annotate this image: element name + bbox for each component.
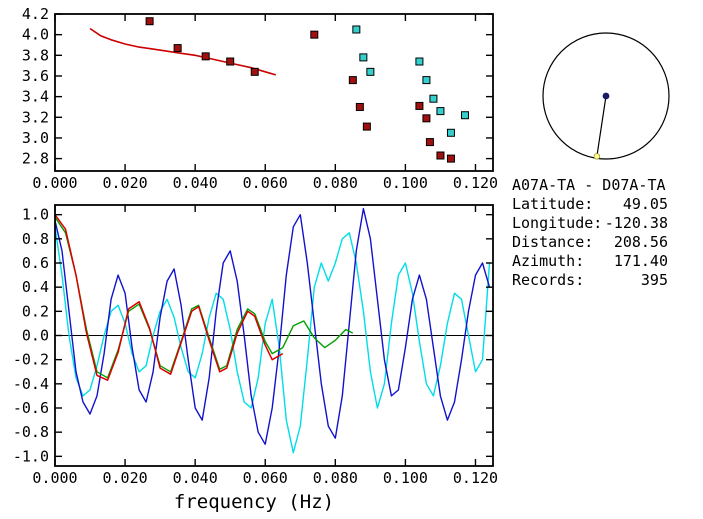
x-tick-label: 0.040: [173, 469, 218, 487]
y-tick-label: 3.8: [22, 46, 49, 64]
scatter-point: [422, 114, 431, 123]
scatter-point: [359, 53, 368, 62]
series-red-trace: [54, 214, 284, 381]
bottom-panel: 0.000 0.020 0.040 0.060 0.080 0.100 0.120 -1.0 -…: [13, 204, 498, 513]
azimuth-panel: [542, 32, 670, 160]
y-tick-label: -0.6: [13, 399, 49, 417]
x-tick-label: 0.060: [243, 174, 288, 192]
y-tick-label: 4.0: [22, 26, 49, 44]
station-b-dot: [593, 153, 601, 160]
y-tick-label: 0.8: [22, 230, 49, 248]
y-tick-label: 0.2: [22, 302, 49, 320]
info-longitude-label: Longitude:: [512, 214, 603, 232]
y-tick-label: 3.0: [22, 129, 49, 147]
info-distance-label: Distance:: [512, 233, 594, 251]
info-azimuth-label: Azimuth:: [512, 252, 585, 270]
x-tick-label: 0.100: [383, 174, 428, 192]
scatter-point: [145, 17, 154, 26]
scatter-point: [415, 101, 424, 110]
info-longitude: Longitude: -120.38: [512, 214, 668, 233]
scatter-point: [415, 57, 424, 66]
series-cyan-trace: [54, 226, 491, 454]
y-tick-label: -0.2: [13, 351, 49, 369]
x-tick-label: 0.060: [243, 469, 288, 487]
scatter-point: [446, 128, 455, 137]
scatter-point: [422, 76, 431, 85]
station-pair-title: A07A-TA - D07A-TA: [512, 176, 666, 194]
scatter-point: [250, 67, 259, 76]
y-tick-label: 4.2: [22, 5, 49, 23]
x-tick-label: 0.000: [32, 174, 77, 192]
x-tick-label: 0.080: [313, 469, 358, 487]
scatter-point: [429, 94, 438, 103]
scatter-point: [425, 138, 434, 147]
x-tick-label: 0.000: [32, 469, 77, 487]
info-records-value: 395: [640, 271, 668, 289]
x-tick-label: 0.020: [103, 174, 148, 192]
y-tick-label: 0.0: [22, 327, 49, 345]
frequency-axis-label: frequency (Hz): [174, 491, 334, 513]
x-tick-label: 0.120: [453, 469, 498, 487]
axis-ticks: 0.000 0.020 0.040 0.060 0.080 0.100 0.120 -1.0 -…: [13, 205, 498, 487]
y-tick-label: -0.8: [13, 423, 49, 441]
info-longitude-value: -120.38: [604, 214, 668, 232]
scatter-point: [436, 107, 445, 116]
azimuth-line: [596, 95, 607, 157]
y-tick-label: 0.6: [22, 254, 49, 272]
info-records-label: Records:: [512, 271, 585, 289]
info-latitude: Latitude: 49.05: [512, 195, 668, 214]
axis-ticks: 0.000 0.020 0.040 0.060 0.080 0.100 0.120 2.8 3.…: [22, 5, 498, 192]
series-cyan-measurements: [352, 25, 469, 137]
station-info-block: A07A-TA - D07A-TA Latitude: 49.05 Longit…: [512, 176, 668, 290]
series-dispersion-curve: [89, 27, 277, 76]
y-tick-label: -0.4: [13, 375, 49, 393]
x-tick-label: 0.100: [383, 469, 428, 487]
info-distance-value: 208.56: [613, 233, 668, 251]
y-tick-label: 2.8: [22, 150, 49, 168]
info-latitude-label: Latitude:: [512, 195, 594, 213]
info-records: Records: 395: [512, 271, 668, 290]
azimuth-circle: [542, 32, 670, 160]
info-azimuth: Azimuth: 171.40: [512, 252, 668, 271]
scatter-point: [352, 25, 361, 34]
scatter-point: [355, 102, 364, 111]
scatter-point: [310, 30, 319, 39]
y-tick-label: 3.6: [22, 67, 49, 85]
scatter-point: [201, 52, 210, 61]
series-blue-trace: [54, 207, 491, 445]
scatter-point: [366, 67, 375, 76]
y-tick-label: 3.2: [22, 108, 49, 126]
scatter-point: [436, 151, 445, 160]
x-tick-label: 0.080: [313, 174, 358, 192]
scatter-point: [362, 122, 371, 131]
info-latitude-value: 49.05: [622, 195, 668, 213]
y-tick-label: 0.4: [22, 278, 49, 296]
station-a-dot: [602, 92, 610, 100]
y-tick-label: 1.0: [22, 206, 49, 224]
series-red-measurements: [145, 17, 455, 163]
x-tick-label: 0.040: [173, 174, 218, 192]
info-azimuth-value: 171.40: [613, 252, 668, 270]
x-tick-label: 0.020: [103, 469, 148, 487]
scatter-point: [446, 154, 455, 163]
scatter-point: [226, 57, 235, 66]
info-distance: Distance: 208.56: [512, 233, 668, 252]
axis-frame: [54, 13, 494, 172]
top-panel: 0.000 0.020 0.040 0.060 0.080 0.100 0.120 2.8 3.…: [22, 5, 498, 192]
scatter-point: [348, 76, 357, 85]
y-tick-label: -1.0: [13, 447, 49, 465]
scatter-point: [460, 111, 469, 120]
x-tick-label: 0.120: [453, 174, 498, 192]
scatter-point: [173, 44, 182, 53]
y-tick-label: 3.4: [22, 88, 49, 106]
